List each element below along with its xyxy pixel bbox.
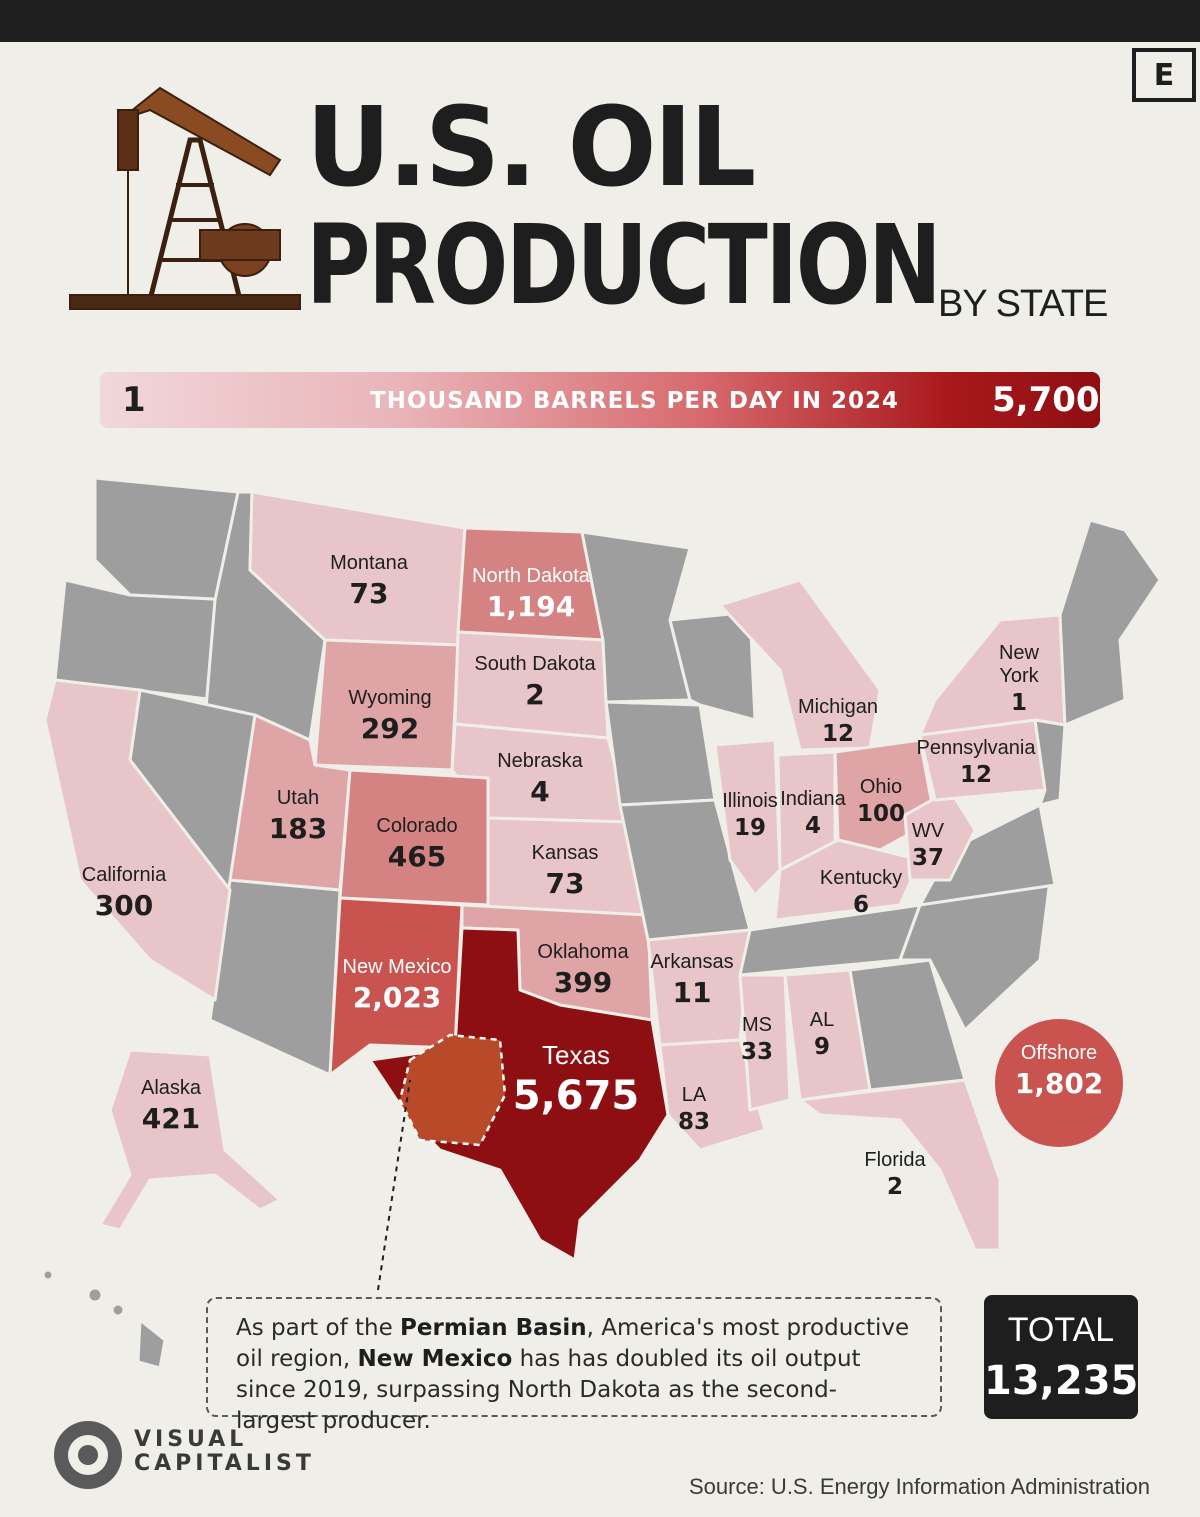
label-arkansas: Arkansas 11: [650, 951, 734, 1009]
state-alaska: [98, 1048, 282, 1232]
us-map: [41, 476, 1162, 1370]
state-mississippi: [738, 973, 792, 1112]
label-oklahoma: Oklahoma 399: [537, 941, 629, 999]
legend-min-value: 1: [122, 380, 146, 420]
label-ohio: Ohio 100: [856, 776, 906, 827]
label-montana: Montana 73: [330, 552, 408, 610]
state-louisiana: [658, 1038, 767, 1152]
label-north-dakota: North Dakota 1,194: [472, 565, 590, 623]
label-utah: Utah 183: [268, 787, 328, 845]
label-california: California 300: [81, 864, 167, 922]
state-illinois: [713, 738, 782, 897]
label-florida: Florida 2: [864, 1149, 926, 1200]
label-colorado: Colorado 465: [376, 815, 458, 873]
label-pennsylvania: Pennsylvania 12: [916, 737, 1036, 788]
label-wyoming: Wyoming 292: [348, 687, 432, 745]
label-west-virginia: WV 37: [911, 820, 945, 871]
state-new-mexico: [328, 896, 464, 1077]
top-bar: [0, 0, 1200, 42]
label-texas: Texas 5,675: [512, 1040, 640, 1119]
state-florida: [798, 1078, 1002, 1252]
legend-label: THOUSAND BARRELS PER DAY IN 2024: [370, 388, 900, 414]
total-label: TOTAL: [1007, 1311, 1115, 1349]
label-alabama: AL 9: [809, 1009, 835, 1060]
state-washington: [93, 476, 240, 602]
label-alaska: Alaska 421: [140, 1077, 202, 1135]
label-illinois: Illinois 19: [722, 790, 778, 841]
source-note: Source: U.S. Energy Information Administ…: [689, 1474, 1150, 1499]
page-title-line1: U.S. OIL: [306, 83, 756, 211]
permian-basin-highlight: [377, 1033, 507, 1291]
label-kentucky: Kentucky 6: [819, 867, 903, 918]
label-louisiana: LA 83: [677, 1084, 711, 1135]
visual-capitalist-wordmark: VISUAL CAPITALIST: [134, 1427, 315, 1476]
label-michigan: Michigan 12: [797, 696, 879, 747]
state-new-england: [1058, 518, 1162, 727]
legend-gradient-bar: [100, 372, 1100, 428]
label-south-dakota: South Dakota 2: [474, 653, 596, 711]
total-value: 13,235: [984, 1358, 1139, 1404]
label-mississippi: MS 33: [740, 1014, 774, 1065]
state-virginia: [918, 803, 1057, 907]
pumpjack-illustration: [69, 86, 301, 310]
total-box: TOTAL 13,235: [984, 1295, 1138, 1419]
visual-capitalist-logo-icon: [54, 1421, 122, 1489]
label-indiana: Indiana 4: [780, 788, 846, 839]
state-hawaii-island-2: [110, 1302, 126, 1318]
state-arizona: [208, 878, 342, 1077]
label-offshore: Offshore 1,802: [1014, 1042, 1104, 1100]
page-title-line2: PRODUCTION: [306, 201, 942, 329]
label-kansas: Kansas 73: [531, 842, 599, 900]
publisher-logo: E: [1132, 48, 1196, 102]
offshore-circle: [995, 1019, 1123, 1147]
state-hawaii-island-3: [41, 1268, 55, 1282]
state-hawaii: [136, 1318, 167, 1370]
label-new-mexico: New Mexico 2,023: [342, 956, 452, 1014]
state-hawaii-island-1: [86, 1286, 104, 1304]
label-nebraska: Nebraska 4: [497, 750, 583, 808]
label-new-york: New York 1: [998, 642, 1039, 716]
page-subtitle: BY STATE: [938, 283, 1108, 325]
permian-basin-note: As part of the Permian Basin, America's …: [206, 1297, 942, 1434]
state-mid-atlantic: [1033, 718, 1067, 807]
state-california: [43, 678, 232, 1002]
state-texas: [368, 926, 670, 1262]
state-iowa: [604, 700, 717, 807]
legend-max-value: 5,700: [992, 380, 1100, 420]
